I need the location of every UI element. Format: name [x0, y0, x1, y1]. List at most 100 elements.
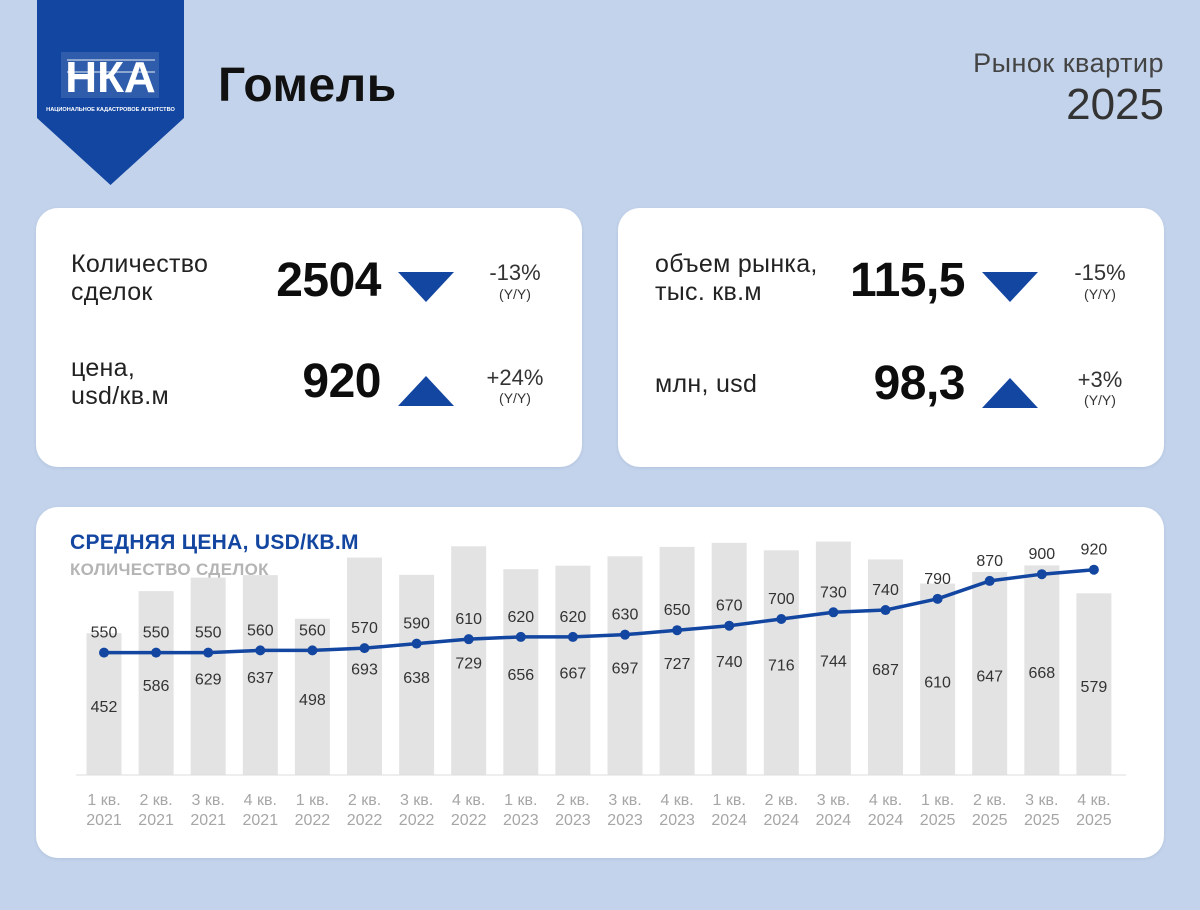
x-tick-label-quarter: 4 кв. [869, 792, 902, 809]
chart-title: СРЕДНЯЯ ЦЕНА, USD/КВ.М [70, 531, 359, 554]
x-tick-label-year: 2025 [972, 812, 1008, 829]
price-point [99, 647, 109, 658]
arrow-down-icon [982, 272, 1038, 302]
price-data-label: 610 [455, 611, 482, 628]
price-point [932, 593, 943, 604]
chart-subtitle: КОЛИЧЕСТВО СДЕЛОК [70, 560, 269, 579]
price-point [828, 607, 839, 618]
price-data-label: 620 [507, 609, 534, 626]
arrow-up-icon [398, 376, 454, 406]
chart-bar [763, 550, 799, 775]
x-tick-label-year: 2022 [399, 812, 435, 829]
report-name: Рынок квартир [973, 48, 1164, 78]
chart-bar [659, 546, 695, 775]
price-data-label: 550 [143, 625, 170, 642]
kpi-period-usd: (Y/Y) [1084, 392, 1116, 408]
x-tick-label-year: 2021 [86, 812, 122, 829]
x-tick-label-year: 2022 [295, 812, 331, 829]
x-tick-label-year: 2023 [659, 812, 695, 829]
kpi-period-deals: (Y/Y) [499, 286, 531, 302]
kpi-change-usd: +3% [1077, 367, 1123, 392]
bar-data-label: 744 [820, 653, 847, 670]
price-point [672, 625, 683, 636]
kpi-card-deals-price: Количество сделок 2504 -13% (Y/Y) цена, … [36, 208, 582, 467]
nka-logo: НКА НАЦИОНАЛЬНОЕ КАДАСТРОВОЕ АГЕНТСТВО [37, 0, 184, 185]
x-tick-label-year: 2021 [190, 812, 226, 829]
price-point [463, 634, 474, 645]
price-data-label: 550 [195, 625, 222, 642]
price-data-label: 620 [560, 609, 587, 626]
kpi-change-area: -15% [1074, 260, 1126, 285]
price-point [255, 645, 266, 656]
kpi-label-price: цена, usd/кв.м [71, 354, 170, 410]
price-data-label: 670 [716, 598, 743, 615]
chart-bar [399, 574, 435, 775]
x-tick-label-year: 2024 [868, 812, 904, 829]
x-tick-label-year: 2024 [711, 812, 747, 829]
x-tick-label-year: 2023 [607, 812, 643, 829]
x-tick-label-quarter: 1 кв. [87, 792, 120, 809]
price-point [880, 605, 891, 616]
price-data-label: 740 [872, 582, 899, 599]
price-point [620, 629, 630, 640]
price-data-label: 590 [403, 616, 430, 633]
x-tick-label-quarter: 2 кв. [348, 792, 381, 809]
x-tick-label-year: 2021 [243, 812, 279, 829]
bar-data-label: 656 [507, 667, 534, 684]
price-point [1088, 564, 1099, 575]
chart-bar [868, 559, 903, 775]
x-tick-label-year: 2025 [920, 812, 956, 829]
chart-bar [242, 575, 278, 775]
chart-bar [607, 556, 643, 775]
price-point [359, 643, 370, 654]
bar-data-label: 498 [299, 692, 326, 709]
kpi-period-price: (Y/Y) [499, 390, 531, 406]
price-point [984, 575, 995, 586]
chart-bar [451, 546, 487, 775]
price-point [411, 638, 422, 649]
x-tick-label-year: 2024 [764, 812, 800, 829]
chart-bar [555, 565, 591, 775]
chart-bar [294, 618, 330, 775]
bar-data-label: 638 [403, 670, 430, 687]
bar-data-label: 629 [195, 671, 222, 688]
arrow-up-icon [982, 378, 1038, 408]
price-data-label: 650 [664, 602, 691, 619]
bar-data-label: 667 [560, 665, 587, 682]
x-tick-label-quarter: 2 кв. [139, 792, 172, 809]
bar-data-label: 647 [976, 668, 1003, 685]
price-data-label: 870 [976, 553, 1003, 570]
price-point [203, 647, 214, 658]
x-tick-label-quarter: 1 кв. [296, 792, 329, 809]
x-tick-label-year: 2025 [1076, 812, 1112, 829]
bar-data-label: 637 [247, 670, 274, 687]
chart-bar [972, 571, 1008, 775]
price-point [515, 631, 526, 642]
bar-data-label: 729 [455, 656, 482, 673]
chart-bar [815, 541, 851, 775]
x-tick-label-quarter: 4 кв. [244, 792, 277, 809]
kpi-value-price: 920 [302, 355, 381, 408]
price-point [724, 620, 735, 631]
kpi-card-volume: объем рынка, тыс. кв.м 115,5 -15% (Y/Y) … [618, 208, 1164, 467]
price-data-label: 570 [351, 620, 378, 637]
bar-data-label: 693 [351, 661, 378, 678]
logo-text: НКА [65, 53, 155, 102]
kpi-value-area: 115,5 [850, 254, 965, 307]
bar-data-label: 687 [872, 662, 899, 679]
kpi-label-usd: млн, usd [655, 370, 758, 398]
x-tick-label-quarter: 2 кв. [973, 792, 1006, 809]
price-point [776, 614, 787, 624]
price-point [151, 647, 162, 658]
price-point [567, 631, 578, 642]
x-tick-label-quarter: 3 кв. [608, 792, 641, 809]
bar-data-label: 586 [143, 678, 170, 695]
bar-data-label: 716 [768, 658, 795, 675]
price-data-label: 560 [299, 622, 326, 639]
bar-data-label: 727 [664, 656, 691, 673]
price-data-label: 790 [924, 571, 951, 588]
x-tick-label-year: 2024 [816, 812, 852, 829]
kpi-value-deals: 2504 [276, 254, 381, 307]
page-title: Гомель [218, 59, 397, 112]
price-point [1036, 569, 1047, 580]
